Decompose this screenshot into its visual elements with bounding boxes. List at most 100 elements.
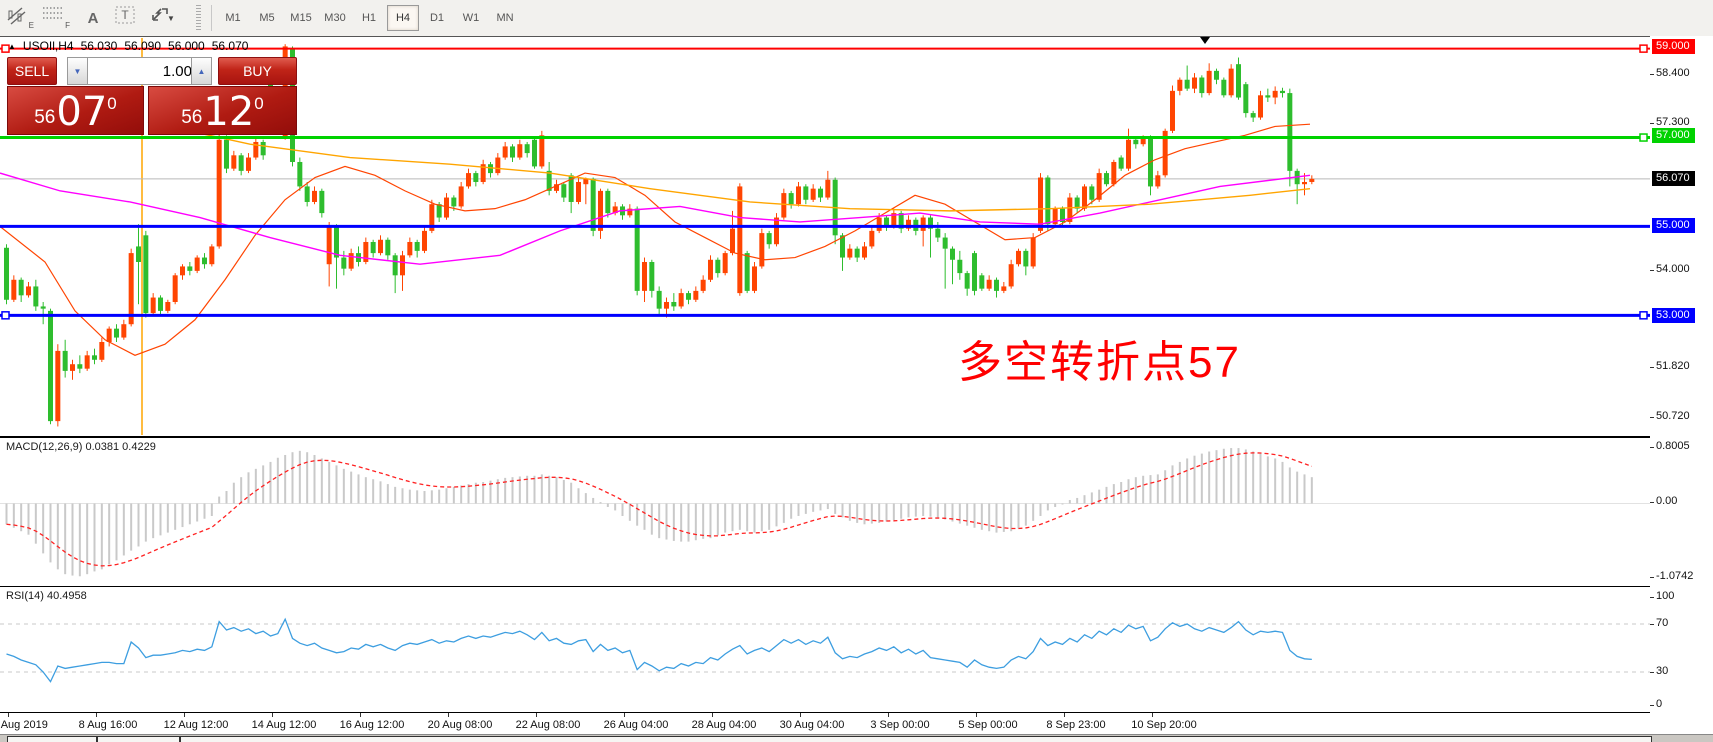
axis-tick: [1650, 705, 1654, 706]
candlestick-chart: [0, 38, 1650, 435]
time-tick: [272, 713, 273, 717]
time-tick: [360, 713, 361, 717]
macd-axis-label--1.0742: -1.0742: [1656, 570, 1694, 582]
chart-tab-0[interactable]: [7, 736, 97, 742]
ma-fast-line: [0, 123, 1311, 356]
price-label-51.820: 51.820: [1656, 360, 1690, 372]
time-label: 22 Aug 08:00: [515, 719, 581, 731]
price-label-54.000: 54.000: [1656, 263, 1690, 275]
axis-tick: [1650, 417, 1654, 418]
ohlc-high: 56.090: [124, 39, 162, 53]
volume-decrease-button[interactable]: ▼: [67, 57, 88, 85]
price-badge-56.070: 56.070: [1652, 171, 1695, 186]
chart-tab-strip: [0, 734, 1713, 742]
axis-tick: [1650, 447, 1654, 448]
line-handle[interactable]: [1639, 133, 1648, 142]
buy-price-display[interactable]: 56 12 0: [148, 86, 297, 135]
rsi-axis-label-70: 70: [1656, 617, 1669, 629]
chart-header: ▲ USOIl,H4 56.030 56.090 56.000 56.070: [8, 39, 248, 53]
time-tick: [624, 713, 625, 717]
time-label: 12 Aug 12:00: [163, 719, 229, 731]
chevron-down-icon: ▼: [167, 13, 175, 23]
line-handle[interactable]: [1, 311, 10, 320]
time-label: 28 Aug 04:00: [691, 719, 757, 731]
macd-chart: [0, 448, 1650, 577]
sell-price-display[interactable]: 56 07 0: [7, 86, 144, 135]
rsi-line: [6, 617, 1312, 683]
time-label: 8 Aug 16:00: [78, 719, 138, 731]
ohlc-close: 56.070: [211, 39, 249, 53]
ma-mid-line: [0, 172, 1311, 265]
symbol-period: USOIl,H4: [22, 39, 74, 53]
axis-tick: [1650, 367, 1654, 368]
time-label: 14 Aug 12:00: [251, 719, 317, 731]
timeframe-button-H1[interactable]: H1: [361, 12, 377, 24]
time-tick: [536, 713, 537, 717]
timeframe-button-W1[interactable]: W1: [462, 12, 480, 24]
rsi-panel[interactable]: RSI(14) 40.4958: [0, 587, 1651, 713]
time-label: 5 Sep 00:00: [958, 719, 1018, 731]
time-tick: [8, 713, 9, 717]
time-tick: [448, 713, 449, 717]
macd-panel[interactable]: MACD(12,26,9) 0.0381 0.4229: [0, 437, 1651, 587]
timeframe-button-MN[interactable]: MN: [496, 12, 514, 24]
time-label: 6 Aug 2019: [0, 719, 48, 731]
one-click-trade-panel: SELL ▼ ▲ BUY 56 07 0 56 12 0: [7, 57, 297, 135]
price-badge-57.000: 57.000: [1652, 128, 1695, 143]
rsi-axis-label-30: 30: [1656, 665, 1669, 677]
text-label-tool-icon[interactable]: T: [114, 5, 144, 31]
timeframe-button-M5[interactable]: M5: [259, 12, 275, 24]
price-label-57.300: 57.300: [1656, 116, 1690, 128]
macd-signal-line: [6, 452, 1313, 567]
ma-slow-line: [147, 121, 1311, 212]
buy-button[interactable]: BUY: [218, 57, 297, 85]
sell-button[interactable]: SELL: [7, 57, 57, 85]
timeframe-button-M30[interactable]: M30: [324, 12, 346, 24]
axis-tick: [1650, 123, 1654, 124]
arrow-tools-icon[interactable]: ▼: [150, 5, 190, 31]
timeframe-button-D1[interactable]: D1: [429, 12, 445, 24]
svg-text:T: T: [121, 8, 129, 22]
caret-down-icon: ▼: [73, 66, 82, 76]
timeframe-button-M1[interactable]: M1: [225, 12, 241, 24]
axis-tick: [1650, 597, 1654, 598]
chart-tab-1[interactable]: [97, 736, 180, 742]
line-handle[interactable]: [1, 44, 10, 53]
equidistant-channel-icon[interactable]: E: [6, 5, 36, 31]
time-tick: [1064, 713, 1065, 717]
time-tick: [800, 713, 801, 717]
timeframe-button-M15[interactable]: M15: [290, 12, 312, 24]
time-tick: [888, 713, 889, 717]
axis-tick: [1650, 672, 1654, 673]
symbol-marker-icon: ▲: [8, 41, 16, 51]
axis-tick: [1650, 502, 1654, 503]
price-axis[interactable]: 58.400 57.300 54.000 51.820 50.720 0.8005 0.00…: [1650, 36, 1713, 734]
time-label: 16 Aug 12:00: [339, 719, 405, 731]
text-tool-icon[interactable]: A: [87, 9, 99, 27]
macd-histogram: [5, 448, 1313, 577]
time-label: 10 Sep 20:00: [1131, 719, 1197, 731]
chart-shift-marker-icon: [1200, 37, 1210, 44]
axis-tick: [1650, 577, 1654, 578]
caret-up-icon: ▲: [197, 66, 206, 76]
macd-title: MACD(12,26,9) 0.0381 0.4229: [6, 441, 156, 453]
time-label: 20 Aug 08:00: [427, 719, 493, 731]
axis-tick: [1650, 624, 1654, 625]
volume-increase-button[interactable]: ▲: [191, 57, 212, 85]
time-axis[interactable]: 6 Aug 2019 8 Aug 16:00 12 Aug 12:00 14 Aug …: [0, 713, 1650, 734]
chart-tab-2[interactable]: [180, 736, 1652, 742]
toolbar-grip[interactable]: [196, 5, 201, 31]
time-tick: [184, 713, 185, 717]
fibonacci-retracement-icon[interactable]: F: [43, 7, 70, 30]
price-label-50.720: 50.720: [1656, 410, 1690, 422]
time-label: 3 Sep 00:00: [870, 719, 930, 731]
timeframe-button-H4[interactable]: H4: [387, 5, 419, 31]
toolbar-separator: [211, 5, 212, 31]
chart-annotation-text: 多空转折点57: [958, 338, 1241, 387]
volume-input[interactable]: [87, 57, 201, 85]
line-handle[interactable]: [1639, 311, 1648, 320]
timeframe-buttons: M1 M5 M15 M30 H1 H4 D1 W1 MN: [216, 5, 522, 31]
time-tick: [712, 713, 713, 717]
line-handle[interactable]: [1639, 44, 1648, 53]
rsi-chart: [0, 617, 1650, 683]
